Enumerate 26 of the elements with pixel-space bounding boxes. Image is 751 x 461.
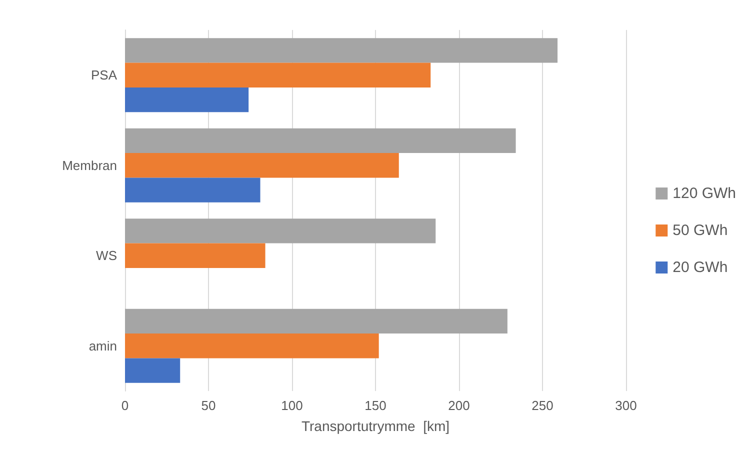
x-tick-label: 250	[532, 398, 554, 413]
y-tick-label: PSA	[90, 68, 118, 83]
x-tick-label: 150	[364, 398, 386, 413]
x-tick-label: 50	[201, 398, 216, 413]
x-tick-label: 200	[448, 398, 470, 413]
bar	[125, 218, 436, 244]
bar	[125, 87, 249, 112]
y-tick-label: Membran	[62, 158, 117, 173]
bar	[125, 243, 266, 268]
bar	[125, 128, 516, 154]
bar	[125, 358, 180, 383]
x-axis-title: Transportutrymme [km]	[301, 418, 450, 434]
legend-label: 50 GWh	[672, 222, 728, 239]
bar	[125, 38, 558, 63]
y-tick-label: amin	[88, 338, 117, 354]
x-tick-label: 300	[615, 398, 637, 413]
y-tick-label: WS	[96, 248, 118, 264]
bar	[125, 334, 379, 358]
bar	[125, 62, 431, 88]
bar	[125, 153, 399, 178]
bar	[125, 178, 260, 202]
x-tick-label: 100	[281, 398, 303, 413]
legend-label: 20 GWh	[672, 259, 728, 276]
bar	[125, 308, 508, 334]
legend-label: 120 GWh	[672, 185, 736, 202]
x-tick-label: 0	[121, 398, 129, 413]
